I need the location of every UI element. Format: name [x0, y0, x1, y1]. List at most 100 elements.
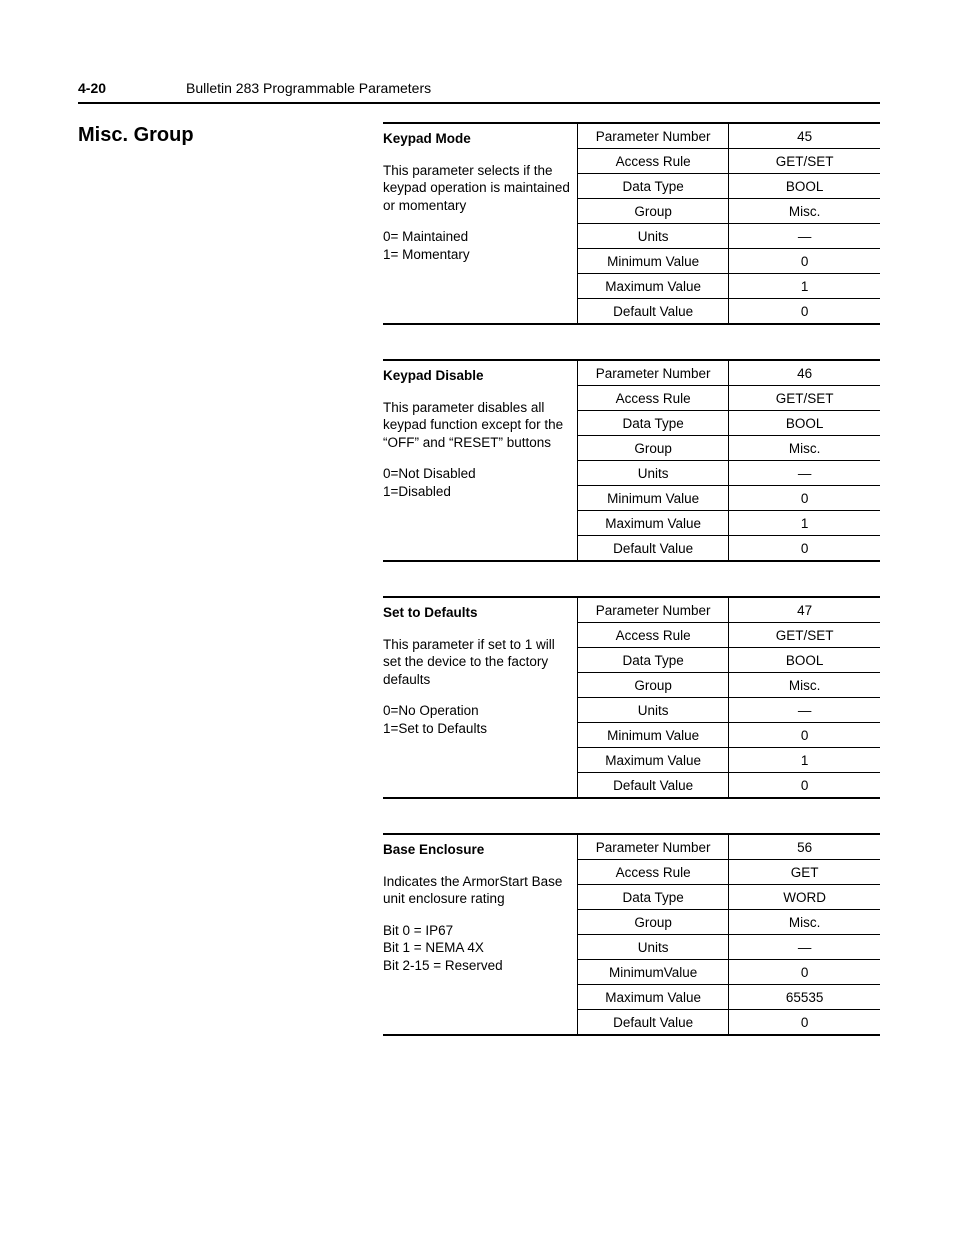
description-column: Set to DefaultsThis parameter if set to … — [383, 598, 577, 797]
attr-label: Minimum Value — [578, 723, 729, 748]
param-values: 0=No Operation 1=Set to Defaults — [383, 702, 573, 737]
table-row: Access RuleGET — [578, 860, 881, 885]
attr-label: Group — [578, 436, 729, 461]
attr-label: Data Type — [578, 411, 729, 436]
table-row: MinimumValue0 — [578, 960, 881, 985]
attr-label: MinimumValue — [578, 960, 729, 985]
attributes-column: Parameter Number47Access RuleGET/SETData… — [577, 598, 880, 797]
attr-value: — — [729, 698, 880, 723]
attr-label: Maximum Value — [578, 985, 729, 1010]
attr-value: 1 — [729, 274, 880, 299]
attr-value: Misc. — [729, 436, 880, 461]
attr-value: 47 — [729, 598, 880, 623]
attr-value: 0 — [729, 773, 880, 798]
attr-label: Units — [578, 224, 729, 249]
param-block: Keypad Mode This parameter selects if th… — [383, 122, 880, 325]
attr-value: BOOL — [729, 411, 880, 436]
table-row: Default Value0 — [578, 299, 881, 324]
description-column: Keypad Mode This parameter selects if th… — [383, 124, 577, 323]
description-column: Base Enclosure Indicates the ArmorStart B… — [383, 835, 577, 1034]
attr-value: 0 — [729, 960, 880, 985]
param-title: Base Enclosure — [383, 841, 573, 859]
param-block: Set to DefaultsThis parameter if set to … — [383, 596, 880, 799]
attr-value: 0 — [729, 486, 880, 511]
param-description: Indicates the ArmorStart Base unit enclo… — [383, 873, 573, 908]
table-row: Units— — [578, 935, 881, 960]
attr-value: GET — [729, 860, 880, 885]
attr-value: Misc. — [729, 910, 880, 935]
attributes-table: Parameter Number45Access RuleGET/SETData… — [577, 124, 880, 323]
table-row: Access RuleGET/SET — [578, 623, 881, 648]
param-description: This parameter disables all keypad funct… — [383, 399, 573, 452]
attributes-column: Parameter Number56Access RuleGETData Typ… — [577, 835, 880, 1034]
attr-value: 0 — [729, 723, 880, 748]
attr-value: 0 — [729, 536, 880, 561]
attr-label: Group — [578, 199, 729, 224]
table-row: Maximum Value1 — [578, 748, 881, 773]
attributes-column: Parameter Number46Access RuleGET/SETData… — [577, 361, 880, 560]
attr-value: WORD — [729, 885, 880, 910]
attr-value: 45 — [729, 124, 880, 149]
table-row: Data TypeWORD — [578, 885, 881, 910]
attr-label: Parameter Number — [578, 598, 729, 623]
attr-value: 46 — [729, 361, 880, 386]
page-header: 4-20 Bulletin 283 Programmable Parameter… — [78, 80, 880, 104]
table-row: GroupMisc. — [578, 910, 881, 935]
attr-label: Default Value — [578, 773, 729, 798]
attributes-table: Parameter Number46Access RuleGET/SETData… — [577, 361, 880, 560]
header-title: Bulletin 283 Programmable Parameters — [186, 80, 431, 96]
attr-label: Group — [578, 910, 729, 935]
table-row: Data TypeBOOL — [578, 174, 881, 199]
attr-label: Access Rule — [578, 386, 729, 411]
attr-label: Default Value — [578, 299, 729, 324]
attr-value: — — [729, 461, 880, 486]
attributes-table: Parameter Number56Access RuleGETData Typ… — [577, 835, 880, 1034]
attr-label: Maximum Value — [578, 511, 729, 536]
param-description: This parameter if set to 1 will set the … — [383, 636, 573, 689]
attr-value: Misc. — [729, 673, 880, 698]
content: Misc. Group Keypad Mode This parameter s… — [78, 122, 880, 1070]
table-row: Access RuleGET/SET — [578, 149, 881, 174]
attr-label: Maximum Value — [578, 748, 729, 773]
attr-value: 0 — [729, 299, 880, 324]
description-column: Keypad Disable This parameter disables al… — [383, 361, 577, 560]
attr-label: Data Type — [578, 648, 729, 673]
table-row: Maximum Value65535 — [578, 985, 881, 1010]
attr-value: GET/SET — [729, 149, 880, 174]
attr-label: Minimum Value — [578, 249, 729, 274]
table-row: GroupMisc. — [578, 673, 881, 698]
attr-value: 1 — [729, 511, 880, 536]
attr-label: Data Type — [578, 174, 729, 199]
table-row: Default Value0 — [578, 1010, 881, 1035]
attr-value: 1 — [729, 748, 880, 773]
param-title: Keypad Disable — [383, 367, 573, 385]
attr-value: 0 — [729, 1010, 880, 1035]
table-row: Access RuleGET/SET — [578, 386, 881, 411]
attr-value: 0 — [729, 249, 880, 274]
param-values: Bit 0 = IP67 Bit 1 = NEMA 4X Bit 2-15 = … — [383, 922, 573, 975]
table-row: Parameter Number47 — [578, 598, 881, 623]
attr-value: Misc. — [729, 199, 880, 224]
attr-value: GET/SET — [729, 623, 880, 648]
attr-value: 56 — [729, 835, 880, 860]
section-title: Misc. Group — [78, 122, 383, 1070]
attr-label: Units — [578, 461, 729, 486]
table-row: Parameter Number45 — [578, 124, 881, 149]
attr-value: BOOL — [729, 648, 880, 673]
table-row: Minimum Value0 — [578, 486, 881, 511]
param-description: This parameter selects if the keypad ope… — [383, 162, 573, 215]
attr-value: BOOL — [729, 174, 880, 199]
attr-label: Access Rule — [578, 149, 729, 174]
page-number: 4-20 — [78, 80, 186, 96]
attr-value: 65535 — [729, 985, 880, 1010]
attr-value: — — [729, 935, 880, 960]
attr-label: Parameter Number — [578, 835, 729, 860]
attributes-table: Parameter Number47Access RuleGET/SETData… — [577, 598, 880, 797]
param-title: Keypad Mode — [383, 130, 573, 148]
table-row: Parameter Number56 — [578, 835, 881, 860]
table-row: Units— — [578, 224, 881, 249]
attr-label: Units — [578, 935, 729, 960]
table-row: Units— — [578, 461, 881, 486]
table-row: GroupMisc. — [578, 199, 881, 224]
attr-label: Data Type — [578, 885, 729, 910]
